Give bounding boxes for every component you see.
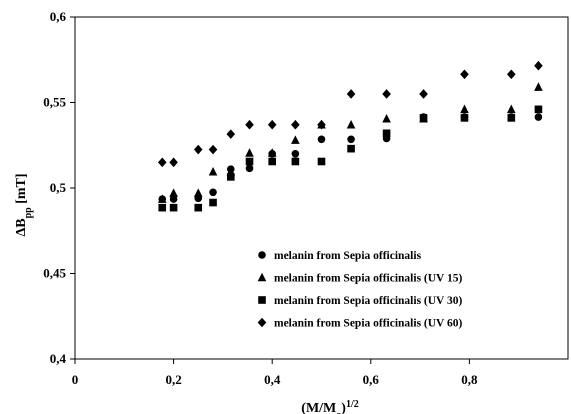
- point-triangle: [534, 82, 543, 91]
- legend-label: melanin from Sepia officinalis (UV 60): [274, 318, 463, 330]
- legend-label: melanin from Sepia officinalis (UV 15): [274, 273, 463, 285]
- y-tick-label: 0,6: [50, 9, 67, 24]
- point-circle: [169, 195, 178, 203]
- point-triangle: [157, 194, 167, 203]
- legend: melanin from Sepia officinalis melanin fr…: [257, 250, 463, 330]
- point-circle: [291, 150, 300, 158]
- point-triangle: [346, 119, 356, 129]
- x-tick-label: 0,8: [461, 372, 478, 387]
- x-axis-label: (M/Mo)1/2: [301, 399, 358, 414]
- point-triangle: [267, 148, 277, 157]
- point-square: [460, 114, 469, 122]
- point-triangle: [208, 166, 218, 176]
- legend-label: melanin from Sepia officinalis: [274, 250, 422, 262]
- legend-item: melanin from Sepia officinalis (UV 15): [257, 272, 463, 285]
- legend-item: melanin from Sepia officinalis: [258, 250, 422, 262]
- data-points: [157, 60, 543, 212]
- point-circle: [317, 135, 326, 144]
- point-square: [317, 157, 326, 166]
- point-circle: [209, 188, 217, 197]
- point-diamond: [346, 89, 356, 99]
- point-square: [169, 203, 178, 212]
- y-tick-label: 0,4: [50, 351, 67, 366]
- point-square: [507, 114, 516, 122]
- legend-marker-circle: [258, 251, 266, 259]
- point-square: [347, 144, 355, 153]
- point-triangle: [382, 113, 391, 123]
- series-3: [158, 105, 543, 212]
- x-tick-label: 0,2: [165, 372, 181, 387]
- point-triangle: [291, 135, 300, 144]
- point-circle: [347, 135, 355, 144]
- plot-frame: [74, 16, 569, 360]
- series-4: [157, 60, 543, 168]
- point-square: [291, 157, 300, 166]
- point-diamond: [382, 89, 391, 99]
- legend-item: melanin from Sepia officinalis (UV 60): [257, 317, 463, 330]
- point-diamond: [534, 60, 543, 71]
- point-diamond: [157, 157, 167, 168]
- point-diamond: [291, 119, 300, 130]
- y-tick-label: 0,55: [43, 95, 66, 110]
- y-axis-ticks: 0,4 0,45 0,5 0,55 0,6: [43, 9, 75, 366]
- point-square: [419, 114, 428, 122]
- point-square: [209, 198, 217, 207]
- y-axis-label: ΔBpp [mT]: [14, 173, 34, 236]
- point-triangle: [507, 104, 516, 114]
- y-tick-label: 0,5: [50, 180, 67, 195]
- point-diamond: [267, 119, 277, 130]
- point-diamond: [193, 144, 203, 155]
- point-triangle: [193, 188, 203, 197]
- y-tick-label: 0,45: [43, 266, 66, 281]
- point-square: [158, 203, 167, 212]
- point-square: [226, 173, 235, 181]
- point-diamond: [226, 129, 236, 139]
- point-diamond: [169, 157, 178, 168]
- point-square: [245, 157, 254, 166]
- legend-marker-square: [258, 296, 266, 304]
- point-diamond: [460, 69, 469, 80]
- x-tick-label: 0,4: [264, 372, 281, 387]
- point-diamond: [245, 119, 254, 130]
- axes: [74, 16, 569, 360]
- legend-label: melanin from Sepia officinalis (UV 30): [274, 295, 463, 307]
- point-diamond: [507, 69, 516, 80]
- point-triangle: [460, 104, 469, 114]
- point-triangle: [245, 148, 254, 157]
- x-tick-label: 0: [72, 372, 79, 387]
- point-circle: [534, 113, 543, 121]
- x-tick-label: 0,6: [363, 372, 380, 387]
- legend-marker-triangle: [257, 272, 267, 282]
- point-square: [194, 203, 203, 212]
- point-diamond: [419, 89, 428, 99]
- point-diamond: [317, 119, 326, 130]
- point-diamond: [208, 144, 218, 155]
- point-square: [534, 105, 543, 114]
- x-axis-ticks: 0 0,2 0,4 0,6 0,8: [72, 359, 478, 387]
- point-circle: [245, 164, 254, 173]
- point-square: [382, 129, 391, 138]
- point-triangle: [169, 188, 178, 197]
- legend-marker-diamond: [257, 317, 267, 328]
- legend-item: melanin from Sepia officinalis (UV 30): [258, 295, 463, 307]
- point-square: [268, 157, 276, 166]
